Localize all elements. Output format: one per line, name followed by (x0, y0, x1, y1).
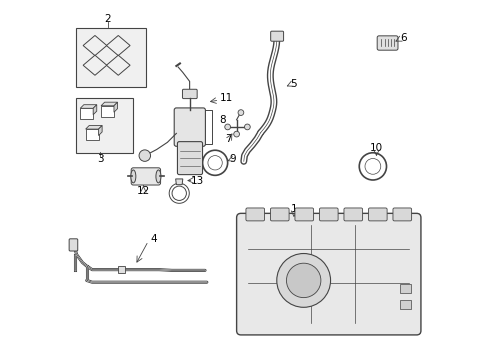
FancyBboxPatch shape (69, 239, 78, 251)
Polygon shape (85, 126, 102, 129)
Bar (80, 108, 93, 119)
Text: 1: 1 (290, 204, 297, 215)
Bar (118, 266, 124, 273)
Bar (400, 300, 410, 309)
Circle shape (233, 131, 239, 137)
Text: 5: 5 (290, 79, 297, 89)
Text: 6: 6 (400, 33, 407, 43)
FancyBboxPatch shape (376, 36, 397, 50)
Circle shape (224, 124, 230, 130)
Polygon shape (83, 36, 106, 55)
Polygon shape (80, 105, 97, 108)
FancyBboxPatch shape (131, 168, 160, 185)
FancyBboxPatch shape (245, 208, 264, 221)
Circle shape (359, 153, 386, 180)
Bar (76, 98, 133, 153)
FancyBboxPatch shape (182, 89, 197, 99)
Text: 8: 8 (219, 115, 225, 125)
FancyBboxPatch shape (392, 208, 411, 221)
Ellipse shape (156, 170, 161, 183)
FancyBboxPatch shape (270, 208, 288, 221)
FancyBboxPatch shape (319, 208, 337, 221)
Circle shape (202, 150, 227, 175)
Polygon shape (83, 55, 106, 75)
Text: 7: 7 (224, 134, 231, 144)
Circle shape (238, 110, 244, 116)
Polygon shape (106, 36, 130, 55)
Text: 10: 10 (369, 143, 382, 153)
FancyBboxPatch shape (343, 208, 362, 221)
Polygon shape (114, 102, 117, 112)
Circle shape (276, 253, 330, 307)
Text: 12: 12 (137, 186, 150, 197)
Bar (85, 129, 99, 140)
Circle shape (207, 156, 222, 170)
Text: 2: 2 (104, 14, 111, 24)
Text: 9: 9 (229, 154, 236, 164)
Circle shape (286, 263, 320, 298)
Polygon shape (93, 105, 97, 115)
Polygon shape (106, 55, 130, 75)
Polygon shape (99, 126, 102, 135)
Text: 13: 13 (190, 176, 203, 186)
Text: 3: 3 (97, 154, 103, 164)
FancyBboxPatch shape (236, 213, 420, 335)
FancyBboxPatch shape (294, 208, 313, 221)
Circle shape (364, 158, 380, 174)
FancyBboxPatch shape (174, 108, 205, 146)
Ellipse shape (131, 170, 136, 183)
FancyBboxPatch shape (367, 208, 386, 221)
Circle shape (139, 150, 150, 161)
Polygon shape (101, 102, 117, 106)
Bar (400, 284, 410, 293)
Circle shape (244, 124, 250, 130)
FancyBboxPatch shape (177, 141, 202, 175)
Text: 11: 11 (219, 93, 232, 103)
Bar (76, 28, 145, 87)
Bar (101, 106, 114, 117)
Polygon shape (175, 179, 183, 185)
FancyBboxPatch shape (270, 31, 283, 41)
Text: 4: 4 (150, 234, 157, 244)
